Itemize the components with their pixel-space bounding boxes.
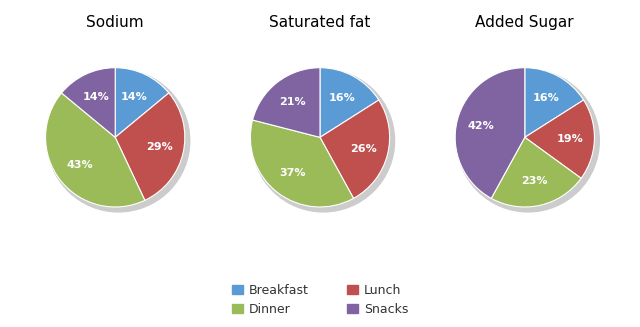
Text: 23%: 23% <box>522 176 548 186</box>
Text: 21%: 21% <box>279 97 306 107</box>
Legend: Breakfast, Dinner, Lunch, Snacks: Breakfast, Dinner, Lunch, Snacks <box>227 279 413 321</box>
Wedge shape <box>320 68 379 137</box>
Text: 14%: 14% <box>121 92 148 102</box>
Text: 29%: 29% <box>146 142 173 152</box>
Wedge shape <box>525 100 595 178</box>
Title: Added Sugar: Added Sugar <box>476 15 574 30</box>
Wedge shape <box>320 100 390 198</box>
Wedge shape <box>492 137 581 207</box>
Wedge shape <box>45 93 145 207</box>
Text: 26%: 26% <box>350 144 377 154</box>
Wedge shape <box>455 68 525 198</box>
Wedge shape <box>115 93 185 200</box>
Circle shape <box>457 69 599 212</box>
Wedge shape <box>115 68 169 137</box>
Title: Sodium: Sodium <box>86 15 144 30</box>
Wedge shape <box>525 68 584 137</box>
Circle shape <box>47 69 189 212</box>
Title: Saturated fat: Saturated fat <box>269 15 371 30</box>
Circle shape <box>252 69 394 212</box>
Text: 19%: 19% <box>556 134 583 144</box>
Text: 16%: 16% <box>533 93 560 103</box>
Text: 14%: 14% <box>83 92 109 102</box>
Text: 37%: 37% <box>279 168 306 178</box>
Text: 16%: 16% <box>328 93 355 103</box>
Wedge shape <box>61 68 115 137</box>
Text: 42%: 42% <box>468 121 495 131</box>
Wedge shape <box>253 68 320 137</box>
Text: 43%: 43% <box>67 160 93 170</box>
Wedge shape <box>250 120 353 207</box>
